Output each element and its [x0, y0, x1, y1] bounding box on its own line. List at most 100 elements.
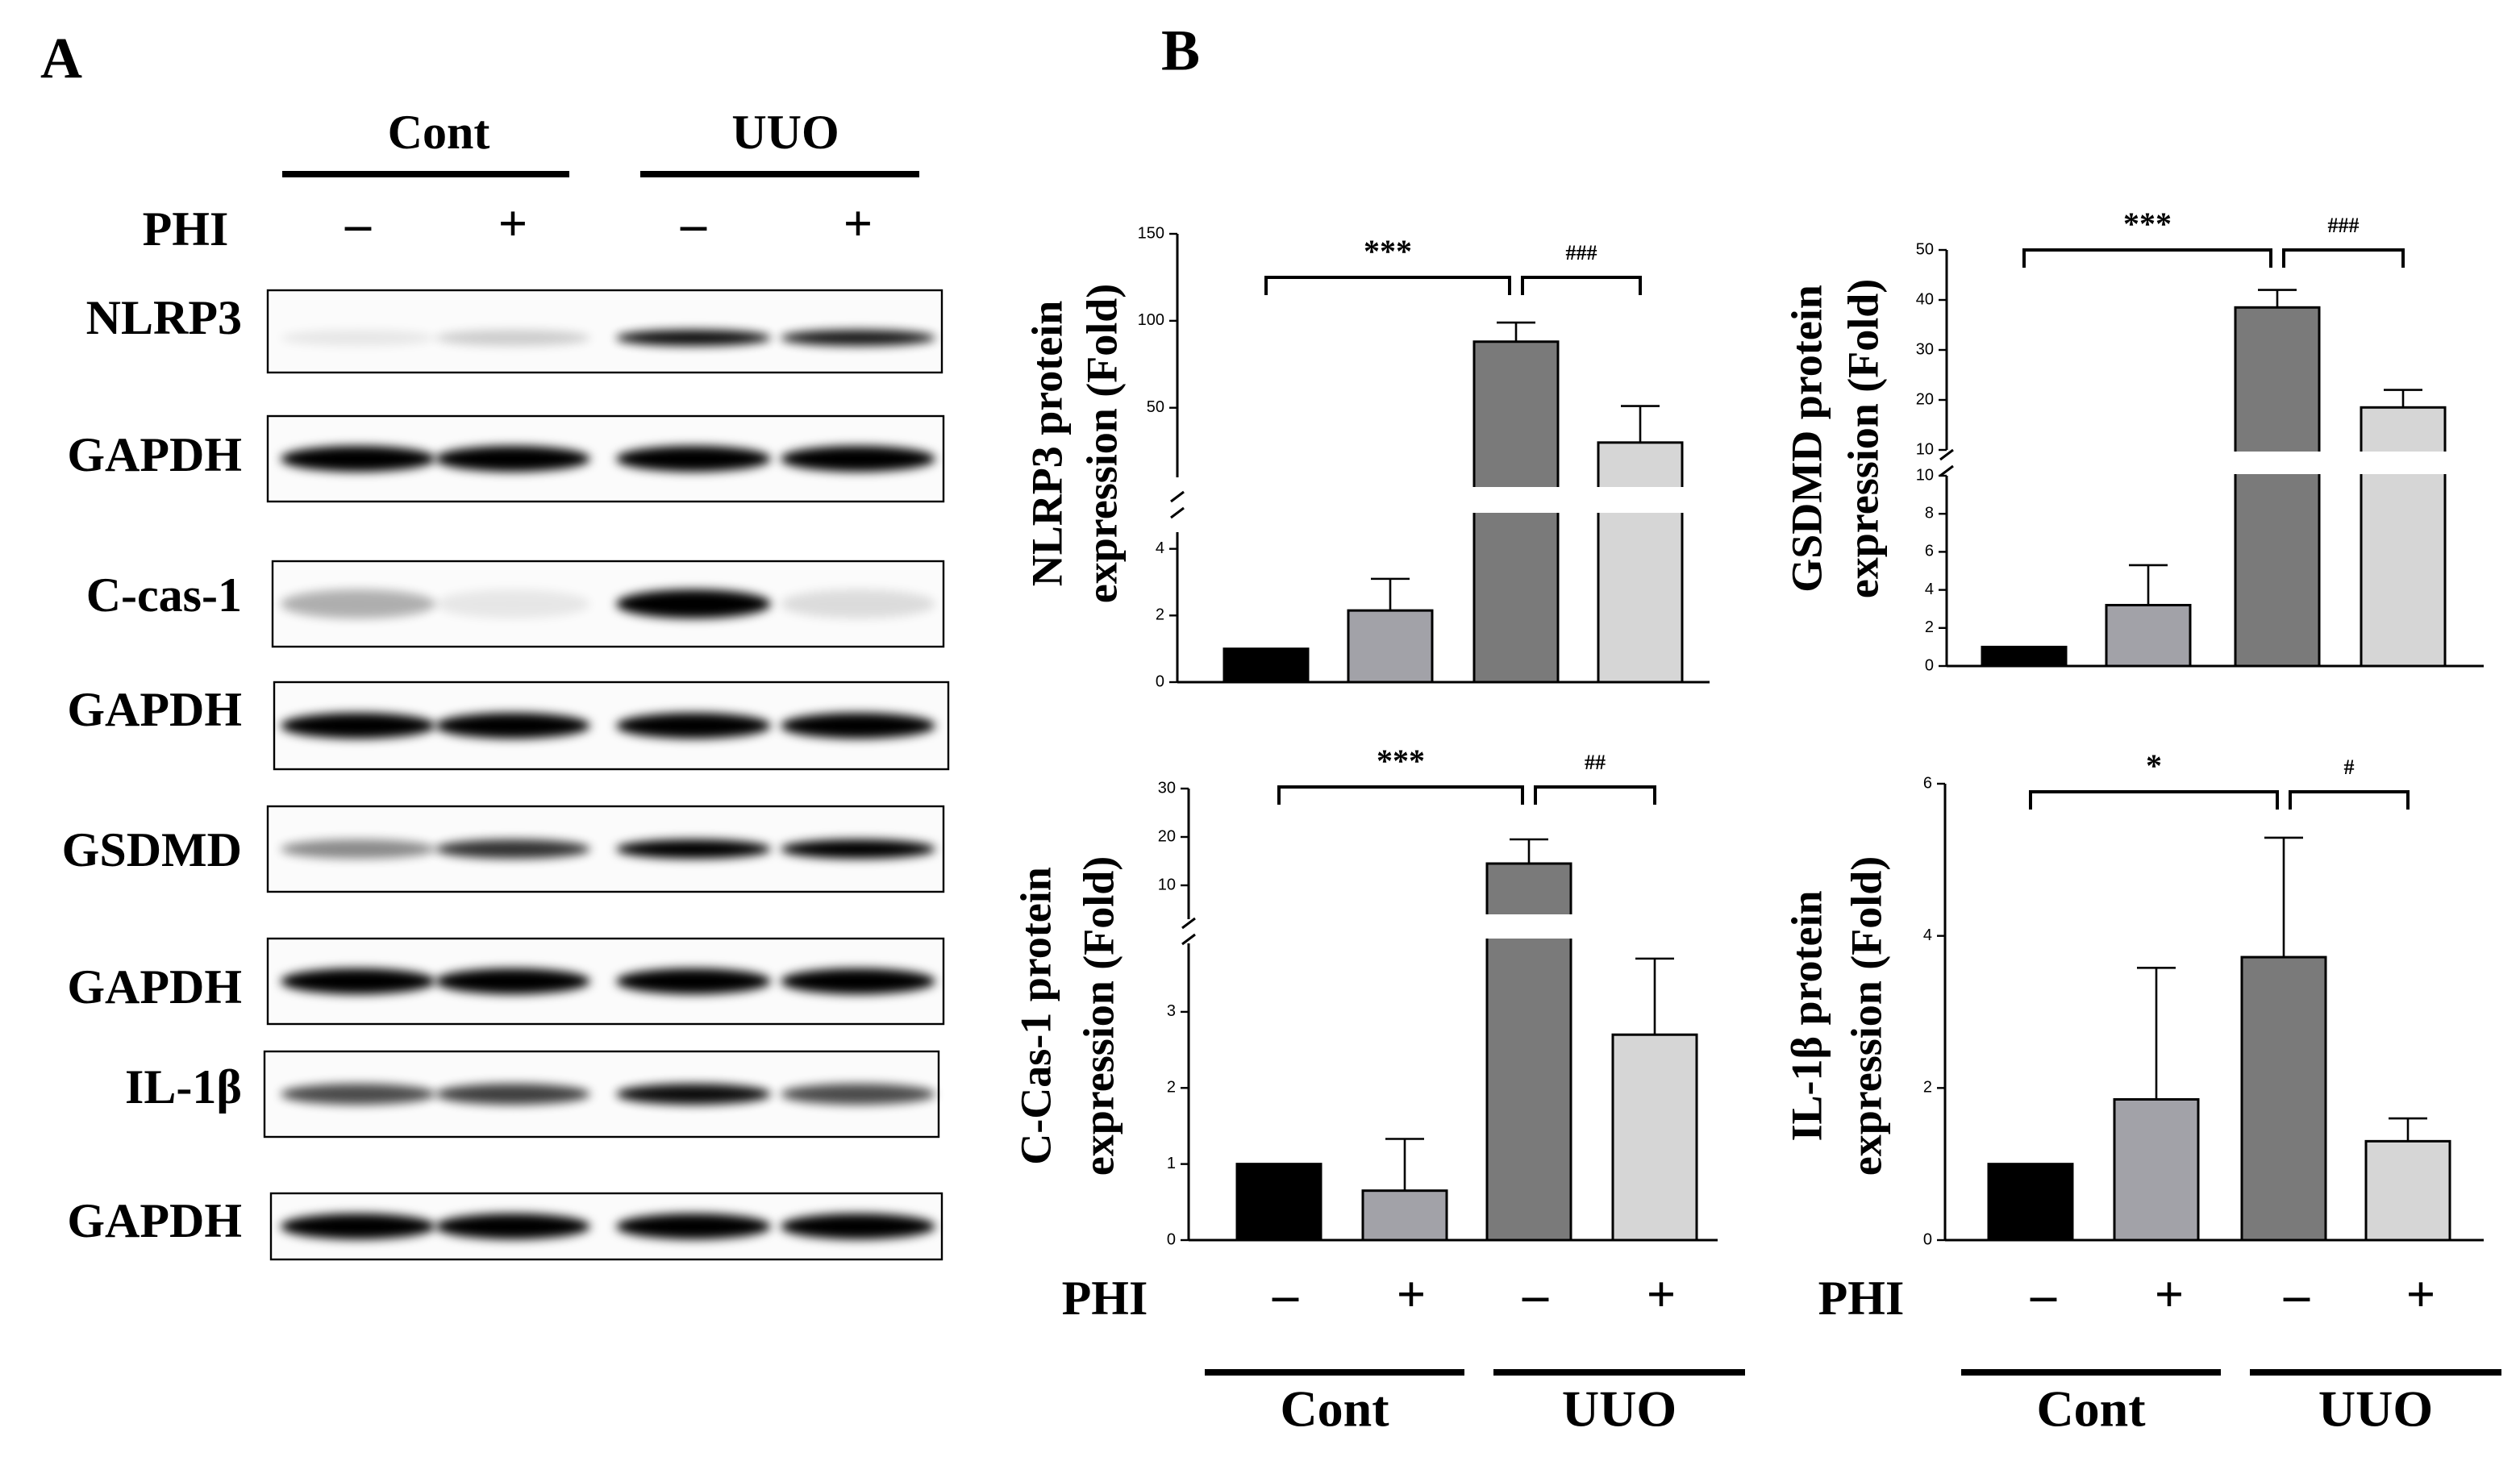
x-row-label: PHI: [1062, 1272, 1148, 1325]
panel-label: B: [1161, 19, 1200, 83]
y-tick-label: 8: [1925, 504, 1934, 522]
x-tick-label: –: [1272, 1266, 1299, 1323]
y-tick-label: 20: [1158, 827, 1176, 845]
significance-label: ##: [1585, 751, 1606, 774]
blot-band: [781, 839, 935, 859]
y-axis-label: NLRP3 protein: [1023, 301, 1071, 587]
x-tick-label: +: [2155, 1266, 2184, 1323]
bar: [1361, 1189, 1448, 1242]
blot-band: [281, 330, 435, 346]
x-tick-label: +: [1397, 1266, 1426, 1323]
group-label: Cont: [2036, 1380, 2146, 1438]
significance-label: ***: [2123, 206, 2172, 242]
significance-label: ***: [1377, 743, 1425, 779]
significance-label: *: [2146, 747, 2162, 784]
significance-bracket: [2282, 248, 2405, 268]
significance-bracket: [2022, 248, 2272, 268]
y-tick-label: 4: [1925, 581, 1934, 598]
y-axis-label: expression (Fold): [1842, 856, 1890, 1176]
significance-label: ###: [2328, 214, 2360, 237]
blot-band: [781, 1213, 935, 1239]
y-tick-label: 20: [1916, 390, 1934, 408]
y-axis-label: expression (Fold): [1074, 856, 1123, 1176]
treatment-label: PHI: [143, 202, 229, 256]
bar-break: [2232, 452, 2322, 474]
x-tick-label: –: [1522, 1266, 1549, 1323]
blot-band: [435, 446, 590, 472]
blot-band: [616, 713, 771, 739]
blot-band: [281, 839, 435, 859]
blot-band: [781, 589, 935, 618]
blot-band: [435, 839, 590, 859]
y-tick-label: 150: [1138, 224, 1164, 242]
x-tick-label: +: [2406, 1266, 2435, 1323]
y-tick-label: 3: [1167, 1002, 1176, 1020]
axis-break: [1939, 448, 1954, 461]
blot-band: [281, 1213, 435, 1239]
y-tick-label: 2: [1923, 1079, 1932, 1097]
bar: [1223, 647, 1310, 684]
y-tick-label: 10: [1916, 466, 1934, 484]
y-tick-label: 0: [1167, 1230, 1176, 1248]
axis-break: [1181, 917, 1196, 930]
significance-bracket: [1534, 785, 1656, 805]
blot-band: [616, 1213, 771, 1239]
y-tick-label: 6: [1925, 543, 1934, 560]
panel-label: A: [40, 27, 82, 91]
x-tick-label: –: [2030, 1266, 2057, 1323]
blot-row-label: GAPDH: [67, 1194, 242, 1247]
bar: [2240, 955, 2327, 1242]
bar: [2364, 1139, 2451, 1242]
significance-bracket: [1264, 276, 1511, 295]
y-tick-label: 0: [1925, 656, 1934, 674]
blot-band: [435, 330, 590, 346]
y-tick-label: 0: [1156, 672, 1164, 690]
blot-band: [281, 713, 435, 739]
blot-band: [781, 713, 935, 739]
y-tick-label: 100: [1138, 311, 1164, 329]
blot-band: [435, 713, 590, 739]
blot-band: [781, 1084, 935, 1105]
group-label: UUO: [731, 106, 839, 159]
y-tick-label: 2: [1167, 1079, 1176, 1097]
significance-label: ###: [1566, 241, 1597, 264]
blot-row-label: GAPDH: [67, 960, 242, 1014]
bar-break: [2358, 452, 2448, 474]
y-tick-label: 30: [1158, 779, 1176, 797]
blot-band: [616, 589, 771, 618]
bar: [2234, 306, 2321, 668]
significance-bracket: [2289, 790, 2410, 810]
x-tick-label: +: [1647, 1266, 1676, 1323]
group-label: Cont: [1280, 1380, 1389, 1438]
y-tick-label: 4: [1156, 539, 1164, 557]
blot-band: [435, 589, 590, 618]
y-tick-label: 0: [1923, 1230, 1932, 1248]
group-label: Cont: [388, 106, 490, 159]
axis-break: [1170, 490, 1185, 503]
y-tick-label: 4: [1923, 926, 1932, 944]
y-tick-label: 50: [1916, 240, 1934, 258]
blot-band: [435, 968, 590, 994]
y-tick-label: 10: [1916, 440, 1934, 458]
bar: [1597, 441, 1684, 684]
bar-break: [1484, 914, 1574, 939]
bar: [1235, 1163, 1322, 1242]
blot-row-label: GAPDH: [67, 428, 242, 481]
y-axis-label: expression (Fold): [1077, 284, 1126, 604]
blot-row-label: IL-1β: [125, 1060, 242, 1114]
y-axis-label: C-Cas-1 protein: [1011, 867, 1060, 1164]
blot-band: [781, 330, 935, 346]
blot-band: [435, 1213, 590, 1239]
blot-band: [616, 968, 771, 994]
axis-break: [1181, 933, 1196, 946]
y-tick-label: 6: [1923, 774, 1932, 792]
bar: [2105, 603, 2192, 668]
x-row-label: PHI: [1818, 1272, 1905, 1325]
blot-band: [435, 1084, 590, 1105]
y-axis-label: expression (Fold): [1839, 279, 1887, 599]
blot-row-label: NLRP3: [86, 291, 242, 344]
bar-break: [1471, 487, 1561, 513]
treatment-sign: +: [843, 195, 873, 252]
y-axis-label: GSDMD protein: [1782, 285, 1831, 593]
significance-bracket: [1277, 785, 1524, 805]
